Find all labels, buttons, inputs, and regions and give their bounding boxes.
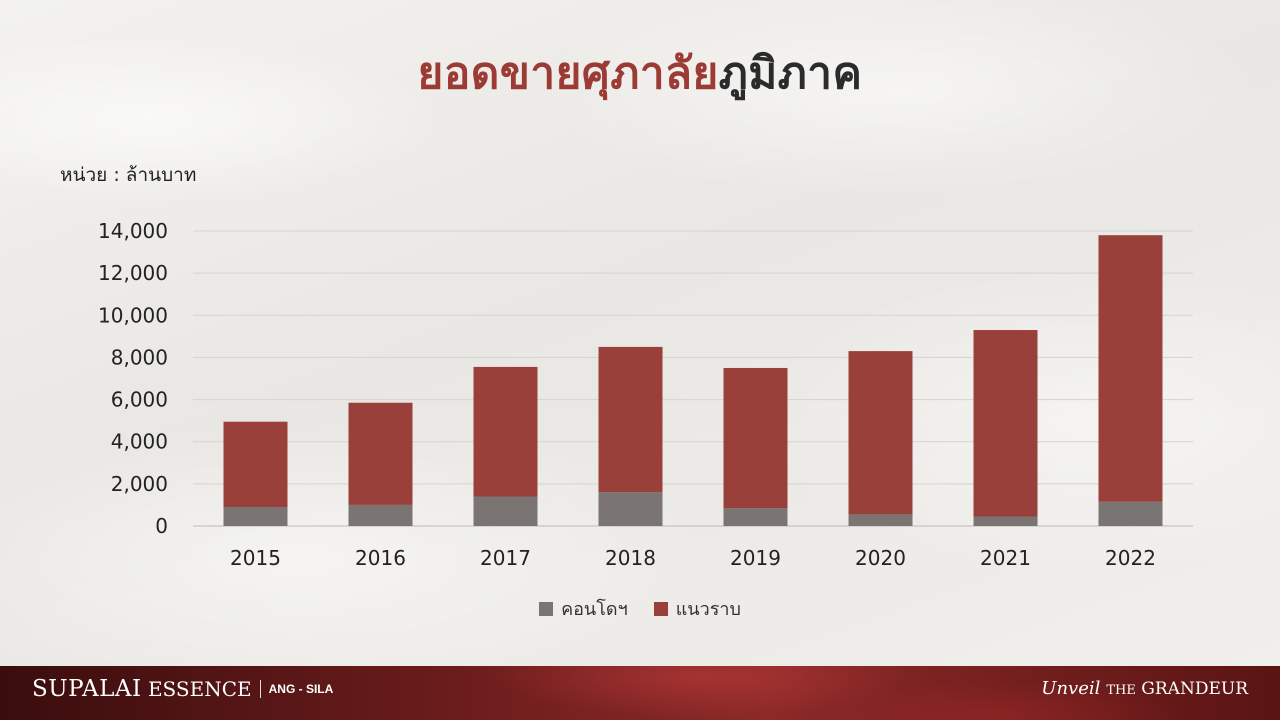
- bar-condo-2019: [723, 508, 788, 526]
- bar-condo-2018: [598, 492, 663, 526]
- marble-background: [0, 0, 1280, 666]
- gridlines: [193, 230, 1193, 527]
- title-part-accent: ยอดขายศุภาลัย: [417, 48, 719, 99]
- bar-lowrise-2020: [848, 351, 913, 515]
- brand-location: ANG - SILA: [268, 682, 334, 696]
- tagline-main: GRANDEUR: [1141, 679, 1248, 699]
- tagline-the: THE: [1106, 683, 1136, 698]
- y-tick-labels: 0 2,000 4,000 6,000 8,000 10,000 12,000 14,000: [98, 219, 168, 538]
- y-tick-label: 8,000: [111, 345, 168, 369]
- bar-lowrise-2017: [473, 366, 538, 497]
- y-tick-label: 14,000: [98, 219, 168, 243]
- bar-condo-2021: [973, 516, 1038, 526]
- bar-condo-2017: [473, 496, 538, 526]
- x-tick-labels: 2015 2016 2017 2018 2019 2020 2021 2022: [230, 546, 1156, 570]
- bar-condo-2015: [223, 507, 288, 526]
- y-tick-label: 6,000: [111, 388, 168, 412]
- bar-lowrise-2015: [223, 421, 288, 508]
- brand-main: SUPALAI: [32, 676, 142, 702]
- title-part-main: ภูมิภาค: [718, 48, 863, 99]
- x-tick-label: 2020: [855, 546, 906, 570]
- bar-condo-2022: [1098, 501, 1163, 526]
- legend-swatch-condo: [539, 601, 554, 616]
- legend-swatch-lowrise: [653, 601, 668, 616]
- bar-condo-2020: [848, 514, 913, 526]
- y-tick-label: 2,000: [111, 472, 168, 496]
- y-tick-label: 12,000: [98, 261, 168, 285]
- x-tick-label: 2018: [605, 546, 656, 570]
- bar-lowrise-2018: [598, 346, 663, 493]
- y-tick-label: 10,000: [98, 303, 168, 327]
- bar-lowrise-2021: [973, 330, 1038, 517]
- x-tick-label: 2019: [730, 546, 781, 570]
- legend-label-lowrise: แนวราบ: [675, 599, 741, 620]
- chart-legend: คอนโดฯ แนวราบ: [0, 594, 1280, 623]
- bar-condo-2016: [348, 504, 413, 526]
- x-tick-label: 2017: [480, 546, 531, 570]
- x-tick-label: 2022: [1105, 546, 1156, 570]
- brand-divider: [259, 680, 261, 698]
- unit-label: หน่วย : ล้านบาท: [60, 164, 197, 186]
- x-tick-label: 2021: [980, 546, 1031, 570]
- y-tick-label: 4,000: [111, 430, 168, 454]
- legend-item-condo: คอนโดฯ: [539, 594, 628, 623]
- bar-lowrise-2022: [1098, 235, 1163, 502]
- y-tick-label: 0: [155, 514, 168, 538]
- brand-sub: ESSENCE: [147, 677, 252, 701]
- bar-lowrise-2016: [348, 402, 413, 505]
- legend-item-lowrise: แนวราบ: [653, 594, 741, 623]
- tagline-script: Unveil: [1041, 678, 1101, 699]
- legend-label-condo: คอนโดฯ: [561, 599, 628, 620]
- stacked-bar-chart: 02,0004,0006,0008,00010,00012,00014,000 …: [98, 219, 1193, 570]
- footer-banner: [0, 666, 1280, 720]
- page-title: ยอดขายศุภาลัยภูมิภาค: [0, 38, 1280, 108]
- x-tick-label: 2016: [355, 546, 406, 570]
- tagline: Unveil THE GRANDEUR: [1041, 678, 1248, 699]
- bars: [223, 235, 1163, 526]
- bar-lowrise-2019: [723, 367, 788, 509]
- brand-logo: SUPALAI ESSENCE ANG - SILA: [32, 676, 333, 702]
- x-tick-label: 2015: [230, 546, 281, 570]
